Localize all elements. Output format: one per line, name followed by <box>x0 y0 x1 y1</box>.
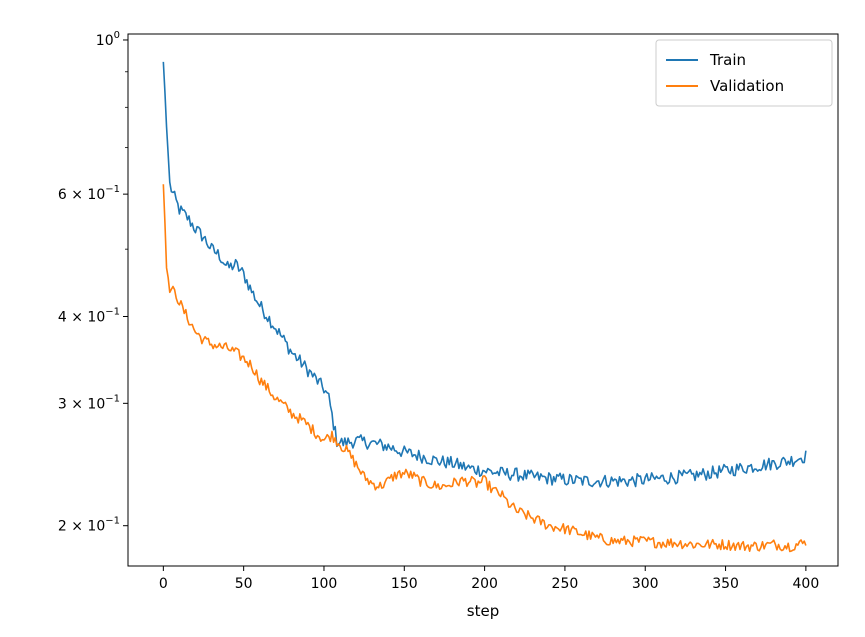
y-tick-label: 3 × 10−1 <box>58 393 120 412</box>
x-tick-label: 100 <box>311 576 338 592</box>
x-tick-label: 50 <box>235 576 253 592</box>
series-line-validation <box>162 184 807 553</box>
legend-box <box>655 39 833 107</box>
legend: Train Validation <box>655 39 833 107</box>
y-axis: 100 6 × 10−1 4 × 10−1 3 × 10−1 2 × 10−1 <box>58 30 128 535</box>
x-tick-label: 400 <box>793 576 820 592</box>
y-tick-label: 6 × 10−1 <box>58 184 120 203</box>
x-tick-label: 250 <box>552 576 579 592</box>
x-tick-label: 0 <box>159 576 168 592</box>
x-axis-title: step <box>467 602 499 620</box>
series-line-train <box>162 61 807 488</box>
y-tick-label: 2 × 10−1 <box>58 516 120 535</box>
x-tick-label: 150 <box>391 576 418 592</box>
x-axis: 0 50 100 150 200 250 300 350 400 <box>159 566 819 592</box>
legend-label-train: Train <box>709 51 746 69</box>
x-tick-label: 300 <box>632 576 659 592</box>
y-tick-label: 4 × 10−1 <box>58 307 120 326</box>
plot-frame <box>127 33 839 567</box>
legend-label-validation: Validation <box>710 77 784 95</box>
series-layer <box>162 61 807 553</box>
x-tick-label: 350 <box>712 576 739 592</box>
x-tick-label: 200 <box>471 576 498 592</box>
y-tick-label: 100 <box>96 30 120 49</box>
